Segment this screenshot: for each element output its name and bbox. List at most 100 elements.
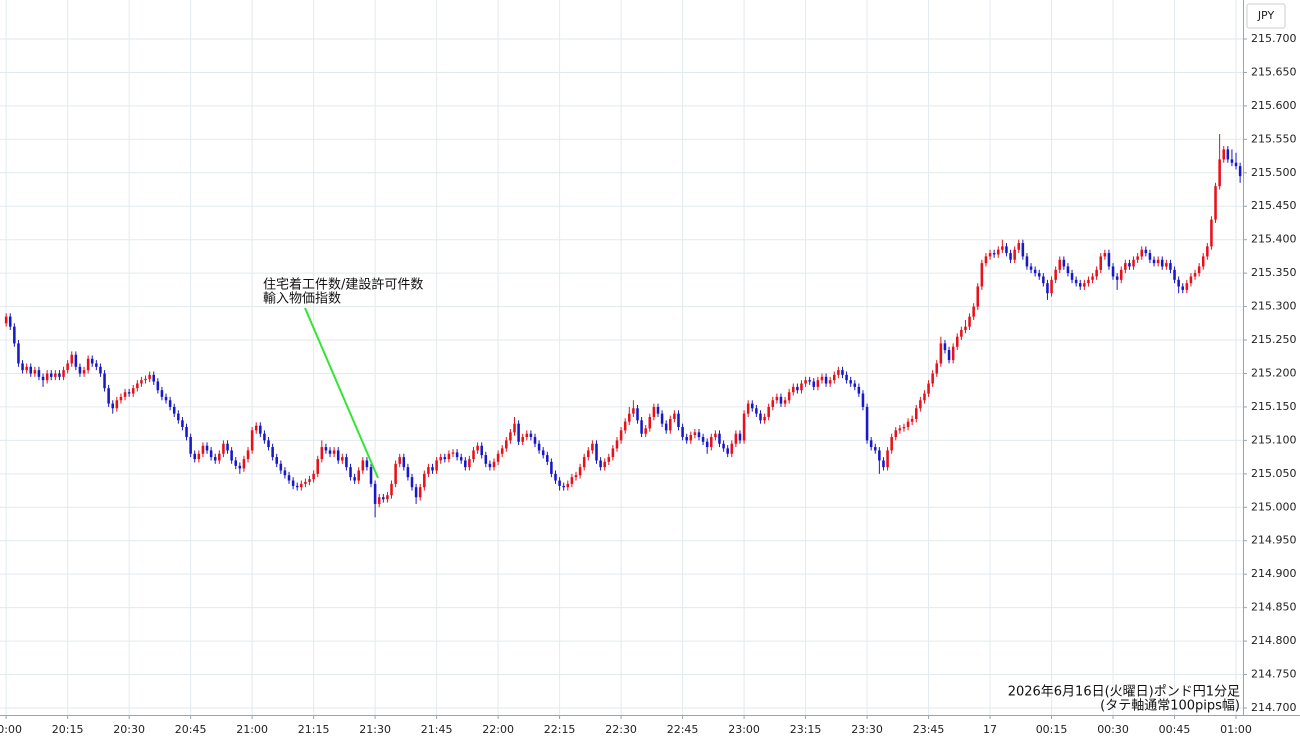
candle-body <box>103 373 106 389</box>
candle-body <box>271 447 274 458</box>
candle-body <box>648 416 652 429</box>
candle-body <box>1083 283 1086 287</box>
candle-body <box>796 386 799 391</box>
candle-body <box>1214 186 1217 220</box>
candle-body <box>418 487 422 498</box>
candle-body <box>41 376 45 381</box>
y-tick-label: 214.950 <box>1251 534 1297 547</box>
candle-body <box>607 457 611 462</box>
candle-body <box>234 460 237 466</box>
candle-body <box>1177 279 1180 287</box>
candle-body <box>664 423 668 431</box>
candle-body <box>168 400 172 407</box>
candle-body <box>873 447 877 451</box>
candle-body <box>82 370 86 374</box>
candle-body <box>140 380 143 384</box>
candle-body <box>919 400 922 409</box>
y-tick-label: 215.500 <box>1251 166 1297 179</box>
x-tick-label: 00:45 <box>1159 723 1191 736</box>
candle-body <box>1070 273 1074 280</box>
candle-body <box>554 473 557 481</box>
candle-body <box>213 457 217 461</box>
candle-body <box>406 467 410 478</box>
candle-body <box>730 443 734 454</box>
candle-body <box>582 457 586 468</box>
candle-body <box>1099 256 1103 270</box>
candle-body <box>304 481 307 484</box>
candle-body <box>1029 266 1033 270</box>
candle-body <box>414 487 418 498</box>
candle-body <box>279 463 283 471</box>
candle-body <box>517 423 520 442</box>
candle-body <box>177 413 180 421</box>
candle-body <box>701 437 705 442</box>
candle-body <box>837 370 840 375</box>
candle-body <box>1148 253 1152 260</box>
candle-body <box>58 373 61 377</box>
candle-body <box>578 467 582 476</box>
candle-body <box>882 460 885 468</box>
candle-body <box>398 457 401 464</box>
x-tick-label: 23:15 <box>790 723 822 736</box>
candle-body <box>800 383 803 391</box>
candle-body <box>886 450 889 468</box>
candle-body <box>1210 219 1213 247</box>
candle-body <box>476 445 479 451</box>
candle-body <box>218 453 221 461</box>
candle-body <box>1206 246 1209 257</box>
candle-body <box>136 383 139 389</box>
candle-body <box>1222 149 1226 160</box>
candle-body <box>599 460 602 468</box>
candle-body <box>746 403 750 414</box>
candle-body <box>714 433 717 438</box>
candle-body <box>861 393 865 407</box>
annotation-pointer <box>304 307 379 479</box>
y-tick-label: 215.100 <box>1251 433 1297 446</box>
candle-body <box>972 306 975 317</box>
candle-body <box>562 485 565 488</box>
candle-body <box>1140 249 1144 257</box>
candle-body <box>906 421 910 428</box>
x-tick-label: 00:30 <box>1097 723 1129 736</box>
candle-body <box>250 430 254 451</box>
candle-body <box>878 450 881 461</box>
candle-body <box>455 452 459 458</box>
candle-body <box>316 459 319 474</box>
x-tick-label: 22:45 <box>667 723 699 736</box>
candle-body <box>541 450 545 456</box>
candle-body <box>644 428 647 434</box>
candle-body <box>787 392 791 401</box>
x-tick-label: 17 <box>983 723 997 736</box>
candle-body <box>33 370 37 374</box>
candle-body <box>546 455 549 462</box>
candle-body <box>29 366 33 374</box>
candle-body <box>718 433 721 444</box>
candle-body <box>591 443 594 451</box>
x-tick-label: 20:45 <box>175 723 207 736</box>
candle-body <box>521 437 524 442</box>
candle-body <box>99 366 102 374</box>
candle-body <box>287 475 291 481</box>
candle-body <box>189 437 192 454</box>
candle-body <box>505 440 508 449</box>
candle-body <box>955 336 959 347</box>
candle-body <box>1165 263 1168 267</box>
y-tick-label: 215.400 <box>1251 233 1297 246</box>
candle-body <box>464 460 467 468</box>
candle-body <box>1021 243 1025 257</box>
candle-body <box>960 330 963 337</box>
candle-body <box>226 443 229 451</box>
candle-body <box>734 433 738 444</box>
x-tick-label: 20:30 <box>113 723 145 736</box>
candle-body <box>927 383 930 394</box>
candle-body <box>263 433 266 441</box>
candle-body <box>144 378 147 381</box>
candle-body <box>373 483 377 504</box>
candle-body <box>402 457 406 468</box>
candle-body <box>705 441 709 448</box>
candle-body <box>1037 273 1041 277</box>
candle-body <box>857 386 861 394</box>
candle-body <box>95 363 98 367</box>
footer-text: 2026年6月16日(火曜日)ポンド円1分足 <box>1008 685 1240 700</box>
y-tick-label: 215.650 <box>1251 65 1297 78</box>
